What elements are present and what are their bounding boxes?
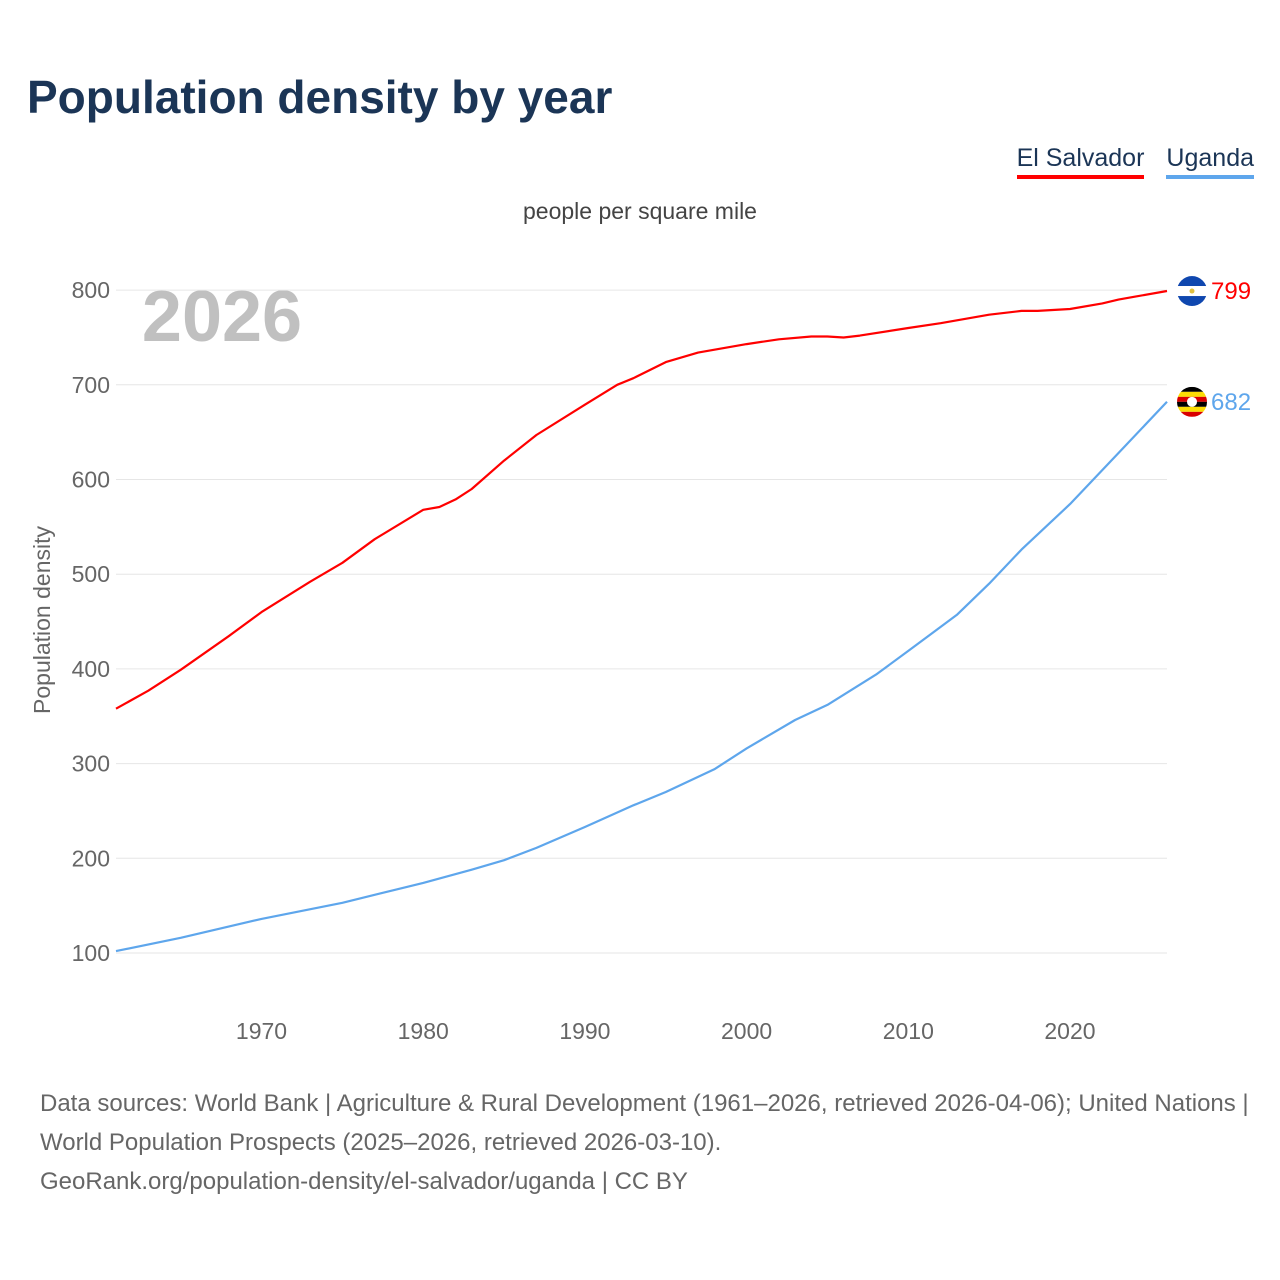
series-line-uganda[interactable] (115, 401, 1168, 953)
y-tick-label: 800 (72, 277, 110, 303)
end-value-label: 682 (1211, 389, 1251, 416)
y-tick-label: 600 (72, 467, 110, 493)
y-tick-label: 200 (72, 845, 110, 871)
chart-title: Population density by year (27, 71, 613, 123)
data-sources: Data sources: World Bank | Agriculture &… (40, 1090, 1249, 1156)
flag-icon-uganda (1177, 386, 1207, 417)
year-watermark: 2026 (142, 277, 302, 357)
x-tick-label: 2010 (883, 1018, 934, 1044)
y-tick-label: 400 (72, 656, 110, 682)
x-tick-label: 1980 (398, 1018, 449, 1044)
source-link[interactable]: GeoRank.org/population-density/el-salvad… (40, 1168, 688, 1195)
x-tick-label: 2000 (721, 1018, 772, 1044)
legend: El Salvador Uganda (1016, 144, 1254, 179)
y-tick-label: 700 (72, 372, 110, 398)
end-value-label: 799 (1211, 278, 1251, 305)
legend-el-salvador[interactable]: El Salvador (1016, 144, 1145, 179)
x-tick-label: 1970 (236, 1018, 287, 1044)
x-tick-label: 2020 (1044, 1018, 1095, 1044)
chart-subtitle: people per square mile (523, 198, 757, 224)
y-tick-label: 100 (72, 940, 110, 966)
series-line-el-salvador[interactable] (115, 289, 1168, 710)
flag-icon-el-salvador (1177, 276, 1207, 307)
y-tick-label: 500 (72, 561, 110, 587)
footer: Data sources: World Bank | Agriculture &… (40, 1084, 1250, 1201)
y-tick-label: 300 (72, 751, 110, 777)
legend-uganda[interactable]: Uganda (1166, 144, 1254, 179)
x-tick-label: 1990 (559, 1018, 610, 1044)
y-axis-label: Population density (29, 526, 55, 714)
